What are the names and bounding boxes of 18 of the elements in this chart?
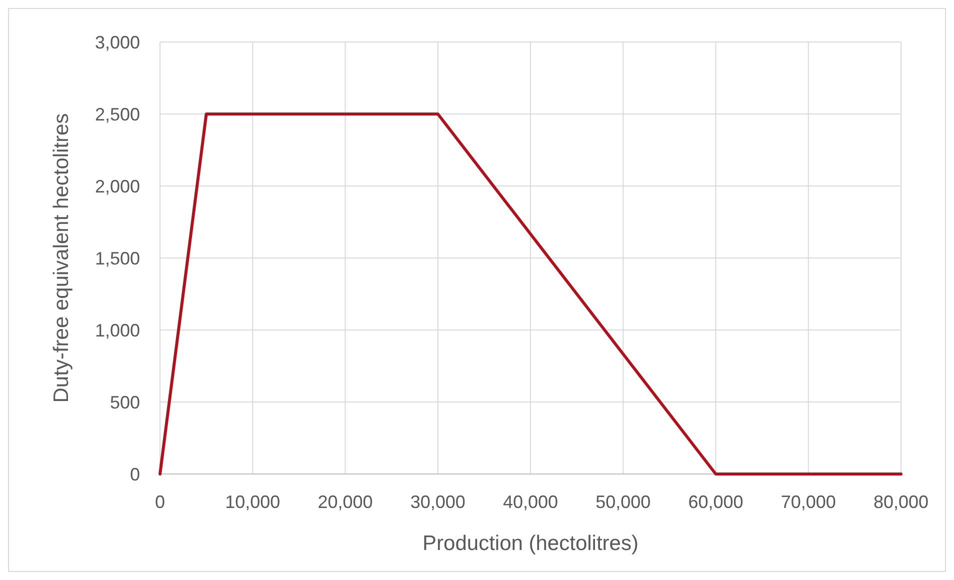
x-tick-label: 80,000 bbox=[873, 492, 929, 512]
y-tick-label: 2,500 bbox=[94, 104, 140, 124]
x-tick-label: 30,000 bbox=[410, 492, 466, 512]
y-tick-label: 2,000 bbox=[94, 176, 140, 196]
x-tick-label: 70,000 bbox=[780, 492, 836, 512]
y-tick-label: 500 bbox=[110, 392, 140, 412]
y-tick-label: 1,000 bbox=[94, 320, 140, 340]
y-tick-label: 1,500 bbox=[94, 248, 140, 268]
x-tick-label: 50,000 bbox=[596, 492, 651, 512]
x-tick-label: 60,000 bbox=[688, 492, 744, 512]
x-tick-label: 40,000 bbox=[502, 492, 558, 512]
x-tick-label: 0 bbox=[154, 492, 166, 512]
x-tick-label: 20,000 bbox=[318, 492, 373, 512]
x-axis-title: Production (hectolitres) bbox=[422, 532, 638, 555]
y-tick-label: 3,000 bbox=[94, 32, 140, 52]
x-tick-label: 10,000 bbox=[225, 492, 280, 512]
y-axis-title: Duty-free equivalent hectolitres bbox=[50, 113, 73, 403]
y-tick-label: 0 bbox=[130, 464, 140, 484]
